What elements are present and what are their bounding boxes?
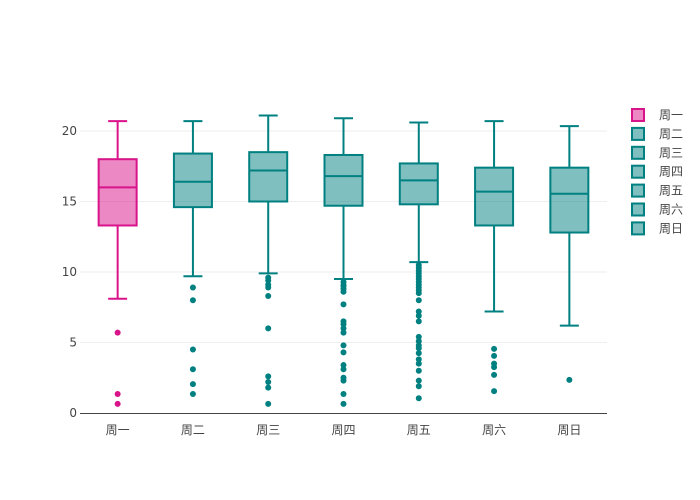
outlier-point: [415, 383, 422, 390]
legend-swatch-icon: [631, 145, 645, 160]
legend-item-5[interactable]: 周五: [631, 183, 683, 198]
legend-item-6[interactable]: 周六: [631, 202, 683, 217]
outlier-point: [340, 301, 347, 308]
iqr-box: [172, 152, 213, 209]
outlier-point: [415, 350, 422, 357]
legend-label: 周四: [659, 165, 683, 179]
outlier-point: [340, 377, 347, 384]
outlier-point: [265, 384, 272, 391]
iqr-box: [323, 153, 364, 207]
outlier-point: [189, 381, 196, 388]
legend-swatch-icon: [631, 202, 645, 217]
legend-item-4[interactable]: 周四: [631, 164, 683, 179]
legend-swatch-icon: [631, 183, 645, 198]
outlier-point: [340, 390, 347, 397]
outlier-point: [340, 321, 347, 328]
x-tick-label: 周五: [407, 423, 431, 437]
outlier-point: [265, 284, 272, 291]
legend-swatch-icon: [631, 221, 645, 236]
outlier-point: [415, 333, 422, 340]
y-tick-label: 15: [62, 195, 77, 209]
outlier-point: [491, 388, 498, 395]
legend-item-3[interactable]: 周三: [631, 145, 683, 160]
outlier-point: [415, 318, 422, 325]
x-tick-label: 周日: [557, 423, 581, 437]
outlier-point: [415, 377, 422, 384]
outlier-point: [415, 297, 422, 304]
legend-label: 周二: [659, 127, 683, 141]
x-tick-label: 周六: [482, 423, 506, 437]
iqr-box: [474, 166, 515, 227]
outlier-point: [340, 288, 347, 295]
outlier-point: [415, 338, 422, 345]
iqr-box: [97, 158, 138, 227]
outlier-point: [265, 400, 272, 407]
x-tick-label: 周三: [256, 423, 280, 437]
outlier-point: [415, 312, 422, 319]
x-tick-label: 周二: [181, 423, 205, 437]
outlier-point: [491, 364, 498, 371]
outlier-point: [491, 352, 498, 359]
outlier-point: [265, 292, 272, 299]
outlier-point: [189, 346, 196, 353]
outlier-point: [415, 308, 422, 315]
outlier-point: [415, 360, 422, 367]
x-tick-label: 周一: [106, 423, 130, 437]
outlier-point: [340, 325, 347, 332]
outlier-point: [415, 367, 422, 374]
outlier-point: [340, 349, 347, 356]
legend-item-7[interactable]: 周日: [631, 221, 683, 236]
outlier-point: [491, 371, 498, 378]
legend-swatch-icon: [631, 126, 645, 141]
outlier-point: [340, 362, 347, 369]
x-tick-label: 周四: [331, 423, 355, 437]
outlier-point: [265, 373, 272, 380]
outlier-point: [415, 345, 422, 352]
legend-swatch-icon: [631, 108, 645, 122]
outlier-point: [566, 376, 573, 383]
y-tick-label: 10: [62, 265, 77, 279]
outlier-point: [340, 400, 347, 407]
outlier-point: [114, 400, 121, 407]
box-5: [398, 121, 439, 402]
box-3: [248, 114, 289, 407]
iqr-box: [398, 162, 439, 206]
legend-item-1[interactable]: 周一: [631, 108, 683, 122]
box-4: [323, 117, 364, 407]
outlier-point: [340, 342, 347, 349]
legend-label: 周三: [659, 146, 683, 160]
outlier-point: [189, 297, 196, 304]
outlier-point: [189, 366, 196, 373]
outlier-point: [265, 325, 272, 332]
outlier-point: [114, 329, 121, 336]
box-2: [172, 120, 213, 397]
outlier-point: [415, 356, 422, 363]
legend-label: 周日: [659, 221, 683, 235]
y-tick-label: 0: [69, 406, 77, 420]
y-tick-label: 20: [62, 124, 77, 138]
iqr-box: [248, 151, 289, 203]
outlier-point: [340, 366, 347, 373]
outlier-point: [415, 290, 422, 297]
legend-label: 周一: [659, 108, 683, 122]
outlier-point: [189, 390, 196, 397]
box-7: [549, 125, 590, 383]
outlier-point: [189, 284, 196, 291]
outlier-point: [415, 395, 422, 402]
outlier-point: [265, 378, 272, 385]
box-1: [97, 120, 138, 407]
legend-label: 周五: [659, 184, 683, 198]
outlier-point: [114, 390, 121, 397]
box-6: [474, 120, 515, 395]
legend-label: 周六: [659, 203, 683, 217]
outlier-point: [340, 329, 347, 336]
outlier-point: [265, 277, 272, 284]
outlier-point: [491, 345, 498, 352]
legend-item-2[interactable]: 周二: [631, 126, 683, 141]
y-tick-label: 5: [69, 336, 77, 350]
iqr-box: [549, 166, 590, 234]
legend-swatch-icon: [631, 164, 645, 179]
